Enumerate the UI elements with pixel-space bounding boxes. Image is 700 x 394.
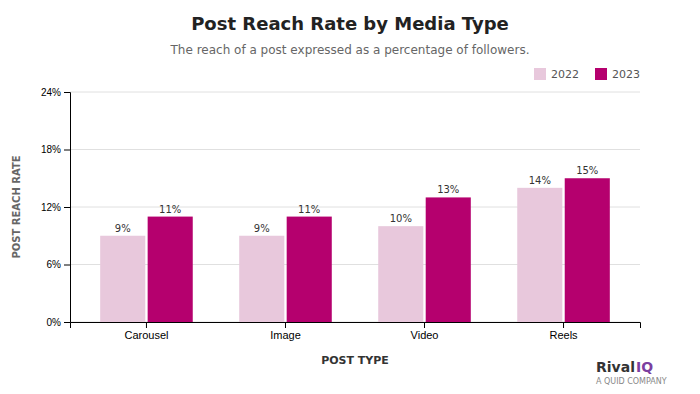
legend: 2022 2023 [534,68,640,81]
grid-line [70,149,640,150]
y-tick-label: 12% [41,202,61,213]
annotation: A QUID COMPANY [596,377,667,386]
legend-swatch [595,68,607,80]
bar [517,188,562,322]
y-axis-title: POST REACH RATE [11,155,22,258]
data-label: 15% [576,165,598,176]
y-tick: 24% [41,87,70,98]
x-tick-mark [146,322,147,328]
bar [239,236,284,322]
data-label: 11% [159,204,181,215]
legend-label: 2023 [612,68,640,81]
annotation: IQ [636,359,653,375]
y-tick-label: 6% [47,259,62,270]
y-tick-mark [64,322,70,323]
annotations: RivalIQ A QUID COMPANY [596,359,667,386]
subtitle: The reach of a post expressed as a perce… [170,43,530,57]
y-tick: 0% [47,317,70,328]
bar [148,217,193,322]
legend-item: 2022 [534,68,579,81]
x-tick-mark [424,322,425,328]
bars [100,178,610,322]
grid [70,92,640,322]
annotation: Rival [596,359,635,375]
x-tick: Video [411,322,439,341]
y-tick-mark [64,207,70,208]
bar [287,217,332,322]
y-tick-mark [64,150,70,151]
x-tick-mark [563,322,564,328]
y-axis: 0% 6% 12% 18% 24% [41,87,71,328]
y-tick-mark [64,92,70,93]
plot: 0%6%12%18%24%CarouselImageVideoReels9%9%… [41,87,641,341]
data-labels: 9% 9% 10% 14% 11% 11% 13% 15% [115,165,599,234]
x-tick: Carousel [124,322,168,341]
data-label: 9% [254,223,270,234]
bar [100,236,145,322]
x-tick: Image [270,322,301,341]
y-axis-line [64,93,71,323]
data-label: 11% [298,204,320,215]
x-tick: Reels [549,322,578,341]
legend-label: 2022 [551,68,579,81]
grid-line [70,92,640,93]
data-label: 14% [529,175,551,186]
chart: Post Reach Rate by Media Type The reach o… [0,0,700,394]
series [148,178,610,322]
bar [378,226,423,322]
y-tick: 12% [41,202,70,213]
y-tick: 6% [47,259,70,270]
y-tick-label: 0% [47,317,62,328]
data-label: 10% [390,213,412,224]
data-label: 9% [115,223,131,234]
x-axis: Carousel Image Video Reels [71,322,641,341]
x-tick-mark [285,322,286,328]
x-tick-label: Reels [549,329,578,341]
bar [565,178,610,322]
series [100,188,562,322]
legend-swatch [534,68,546,80]
x-tick-label: Image [270,329,301,341]
y-tick-label: 18% [41,144,61,155]
data-label: 13% [437,184,459,195]
x-tick-label: Video [411,329,439,341]
title: Post Reach Rate by Media Type [191,13,509,34]
x-axis-title: POST TYPE [321,354,389,367]
y-tick-mark [64,265,70,266]
y-tick-label: 24% [41,87,61,98]
bar [426,197,471,322]
legend-item: 2023 [595,68,640,81]
x-tick-label: Carousel [124,329,168,341]
y-tick: 18% [41,144,70,155]
x-axis-line [71,323,641,329]
